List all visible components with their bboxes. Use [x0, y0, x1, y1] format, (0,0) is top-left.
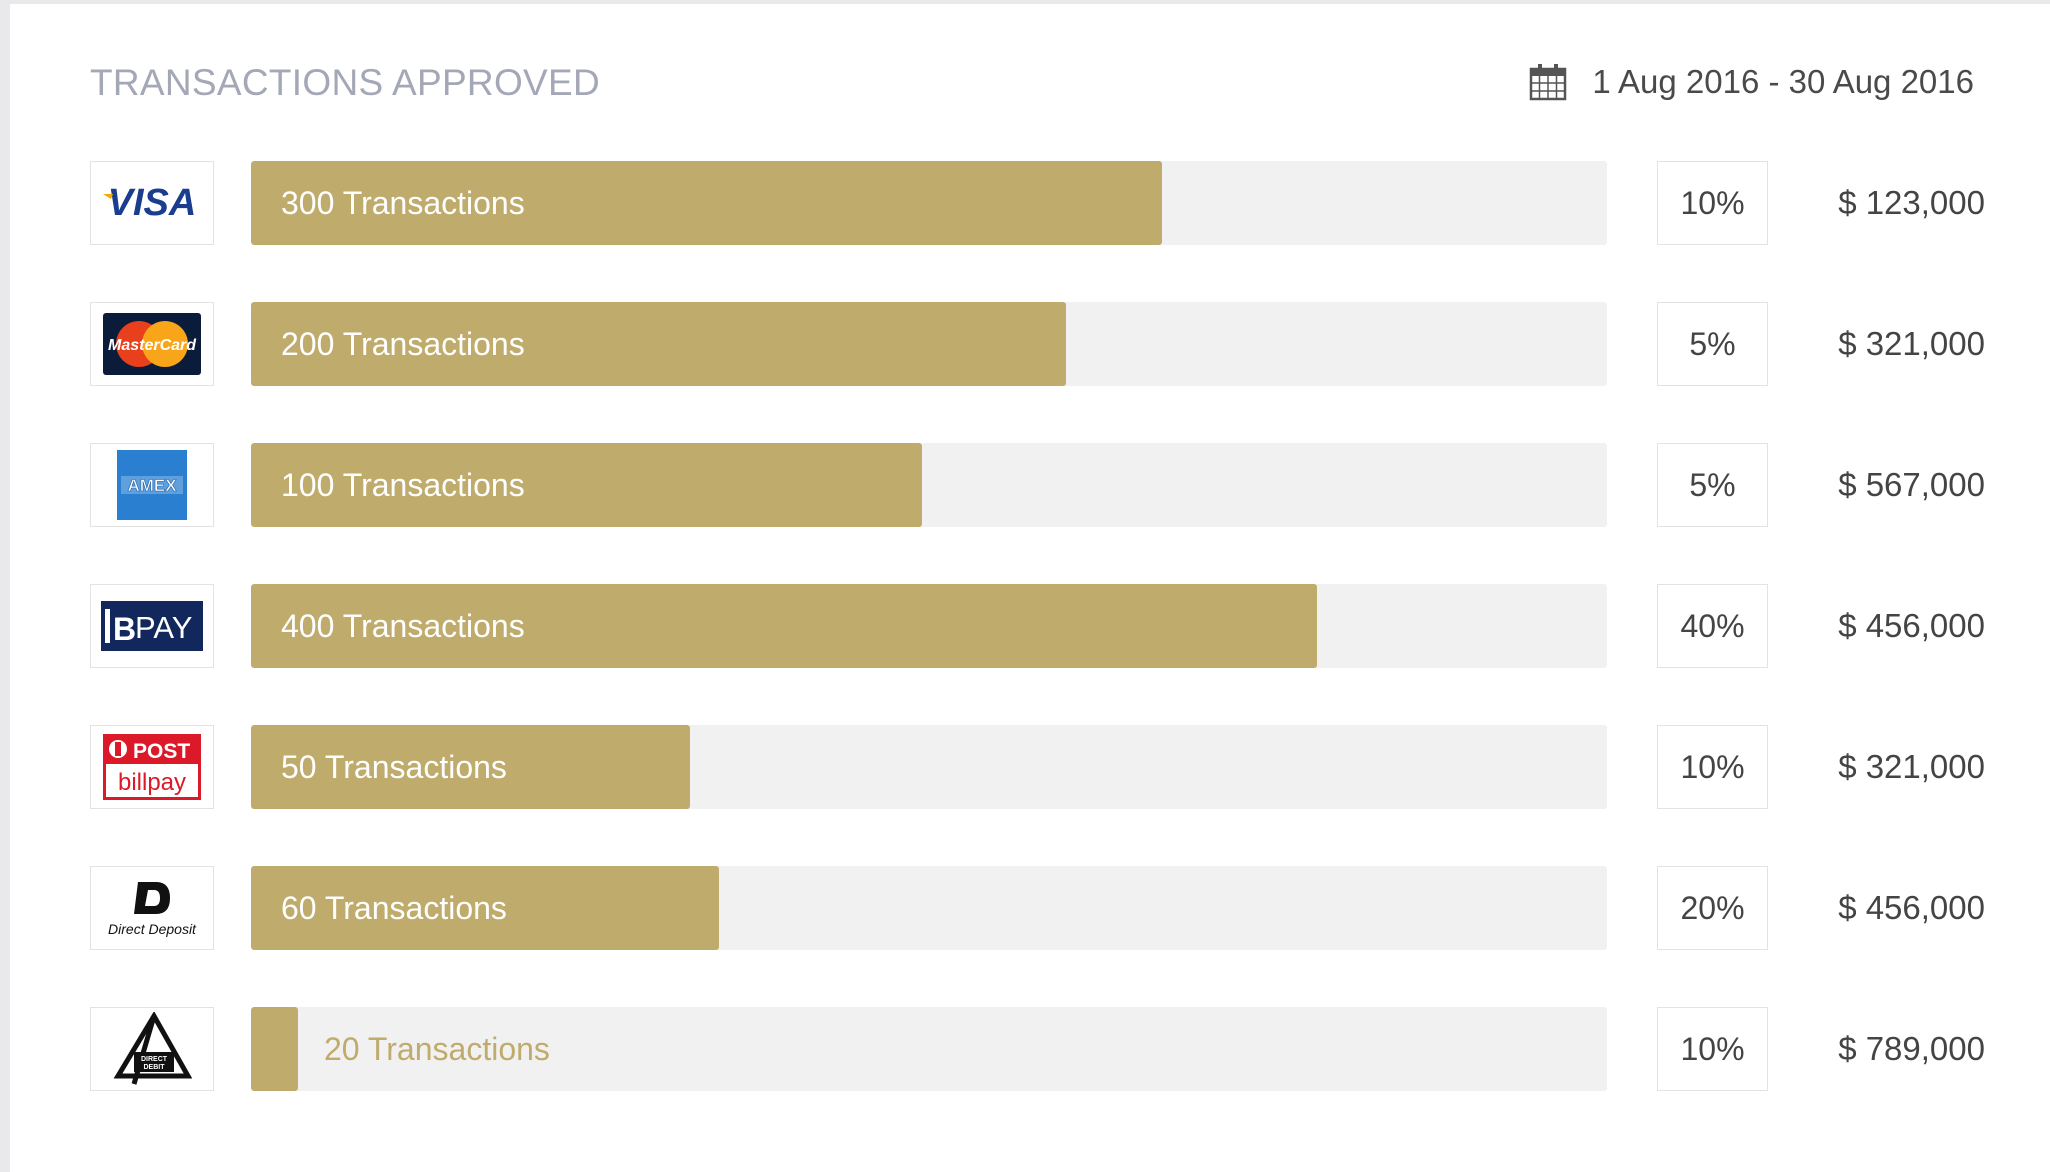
date-range-label: 1 Aug 2016 - 30 Aug 2016	[1592, 63, 1974, 100]
payment-row-direct-debit: DIRECT DEBIT 20 Transactions 10% $ 789,0…	[90, 1007, 1985, 1091]
visa-logo: VISA	[90, 161, 214, 245]
amount-value: $ 321,000	[1838, 748, 1985, 785]
card-title: TRANSACTIONS APPROVED	[90, 62, 601, 103]
percent-badge: 5%	[1657, 302, 1768, 386]
transaction-bar-fill	[251, 443, 922, 527]
svg-text:DEBIT: DEBIT	[144, 1064, 166, 1071]
payment-row-post-billpay: POST billpay 50 Transactions 10% $ 321,0…	[90, 725, 1985, 809]
transaction-bar-track	[251, 725, 1607, 809]
transaction-bar-fill	[251, 725, 690, 809]
post-billpay-logo: POST billpay	[90, 725, 214, 809]
direct-deposit-logo: Direct Deposit	[90, 866, 214, 950]
transactions-card: TRANSACTIONS APPROVED 1 Aug 2016 - 30 Au…	[10, 4, 2050, 1172]
svg-text:DIRECT: DIRECT	[141, 1056, 168, 1063]
percent-badge: 20%	[1657, 866, 1768, 950]
mastercard-logo: MasterCard	[90, 302, 214, 386]
transaction-bar-fill	[251, 302, 1066, 386]
transaction-count-label: 400 Transactions	[281, 608, 525, 644]
transaction-bar-fill	[251, 584, 1317, 668]
percent-badge: 10%	[1657, 1007, 1768, 1091]
transaction-count-label: 100 Transactions	[281, 467, 525, 503]
percent-badge: 5%	[1657, 443, 1768, 527]
svg-text:VISA: VISA	[108, 182, 197, 224]
payment-row-amex: AMEX 100 Transactions 5% $ 567,000	[90, 443, 1985, 527]
transaction-bar-track	[251, 443, 1607, 527]
transaction-bar-fill	[251, 866, 719, 950]
transaction-bar-track	[251, 161, 1607, 245]
percent-badge: 10%	[1657, 725, 1768, 809]
transaction-bar-track	[251, 866, 1607, 950]
svg-text:B: B	[113, 611, 136, 647]
svg-text:POST: POST	[133, 740, 190, 763]
transaction-bar-track	[251, 1007, 1607, 1091]
amount-value: $ 567,000	[1838, 466, 1985, 503]
bpay-logo: B PAY	[90, 584, 214, 668]
direct-debit-logo: DIRECT DEBIT	[90, 1007, 214, 1091]
transaction-bar-track	[251, 302, 1607, 386]
calendar-icon[interactable]	[1528, 62, 1568, 102]
payment-row-mastercard: MasterCard 200 Transactions 5% $ 321,000	[90, 302, 1985, 386]
svg-text:MasterCard: MasterCard	[108, 337, 197, 354]
svg-text:Direct Deposit: Direct Deposit	[108, 921, 197, 937]
transaction-bar-fill	[251, 1007, 298, 1091]
transaction-count-label: 20 Transactions	[324, 1031, 550, 1067]
transaction-count-label: 60 Transactions	[281, 890, 507, 926]
transaction-count-label: 300 Transactions	[281, 185, 525, 221]
amount-value: $ 456,000	[1838, 889, 1985, 926]
svg-text:PAY: PAY	[135, 610, 192, 645]
svg-text:billpay: billpay	[118, 769, 186, 796]
amex-logo: AMEX	[90, 443, 214, 527]
amount-value: $ 123,000	[1838, 184, 1985, 221]
amount-value: $ 789,000	[1838, 1030, 1985, 1067]
svg-text:AMEX: AMEX	[127, 476, 177, 495]
amount-value: $ 321,000	[1838, 325, 1985, 362]
percent-badge: 10%	[1657, 161, 1768, 245]
payment-row-visa: VISA 300 Transactions 10% $ 123,000	[90, 161, 1985, 245]
payment-row-direct-deposit: Direct Deposit 60 Transactions 20% $ 456…	[90, 866, 1985, 950]
transaction-count-label: 200 Transactions	[281, 326, 525, 362]
percent-badge: 40%	[1657, 584, 1768, 668]
transaction-bar-track	[251, 584, 1607, 668]
transaction-count-label: 50 Transactions	[281, 749, 507, 785]
payment-row-bpay: B PAY 400 Transactions 40% $ 456,000	[90, 584, 1985, 668]
date-range-picker[interactable]: 1 Aug 2016 - 30 Aug 2016	[1528, 62, 1974, 102]
transaction-bar-fill	[251, 161, 1162, 245]
amount-value: $ 456,000	[1838, 607, 1985, 644]
